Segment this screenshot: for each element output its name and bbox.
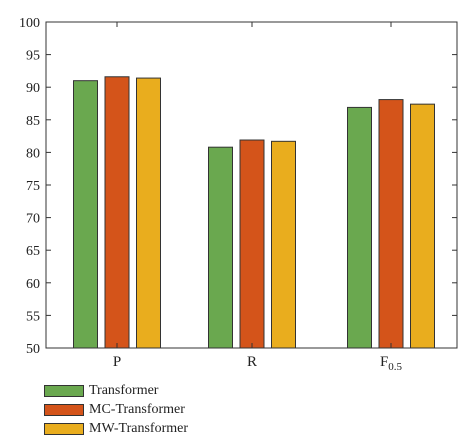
legend-item: MW-Transformer [44,420,188,438]
legend-label: Transformer [89,383,159,398]
bar-mw-transformer-f [410,103,435,349]
bar-transformer-f [347,106,372,349]
y-tick-label: 50 [26,342,40,357]
legend-label: MW-Transformer [89,421,189,436]
bar-mw-transformer-r [271,140,296,349]
y-tick-label: 70 [26,212,40,227]
y-axis: 50 55 60 65 70 75 80 85 90 95 100 [19,16,457,357]
y-tick-label: 95 [26,49,40,64]
x-category-subscript: 0.5 [388,361,402,373]
legend: Transformer MC-Transformer MW-Transformer [44,382,188,439]
legend-label: MC-Transformer [89,402,185,417]
legend-item: Transformer [44,382,188,400]
x-category-label: F0.5 [380,354,403,373]
x-category-name: F [380,354,388,370]
y-tick-label: 65 [26,244,40,259]
x-category-name: R [247,354,257,370]
bar-mc-transformer-f [378,99,404,349]
legend-swatch [44,423,84,435]
legend-item: MC-Transformer [44,401,188,419]
bar-mc-transformer-p [104,76,130,349]
x-category-label: P [113,354,121,370]
y-tick-label: 60 [26,277,40,292]
bar-transformer-r [208,146,233,349]
bar-mc-transformer-r [239,139,265,349]
bar-mw-transformer-p [136,77,161,349]
legend-swatch [44,404,84,416]
y-tick-label: 55 [26,309,40,324]
y-tick-label: 90 [26,81,40,96]
x-axis: P R F0.5 [113,22,403,373]
bars [73,76,435,349]
y-tick-label: 85 [26,114,40,129]
x-category-name: P [113,354,121,370]
legend-swatch [44,385,84,397]
bar-transformer-p [73,80,98,349]
x-category-label: R [247,354,257,370]
y-tick-label: 80 [26,146,40,161]
y-tick-label: 100 [19,16,40,31]
y-tick-label: 75 [26,179,40,194]
